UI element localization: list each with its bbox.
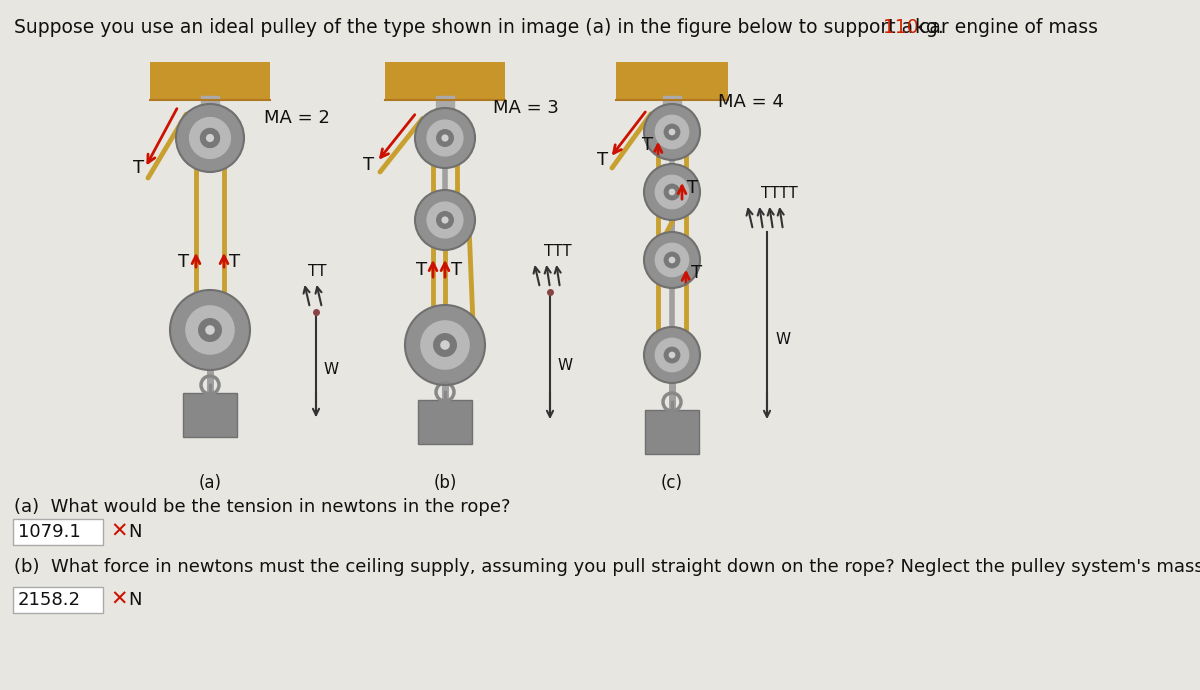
Circle shape <box>668 188 676 195</box>
Text: T: T <box>691 264 702 282</box>
Circle shape <box>664 252 680 268</box>
Text: 110: 110 <box>883 18 919 37</box>
Circle shape <box>644 327 700 383</box>
Circle shape <box>426 119 463 157</box>
Circle shape <box>655 243 689 277</box>
Circle shape <box>199 128 221 148</box>
Circle shape <box>433 333 457 357</box>
Bar <box>418 400 472 444</box>
Text: T: T <box>229 253 240 271</box>
Circle shape <box>415 108 475 168</box>
Text: MA = 4: MA = 4 <box>718 93 784 111</box>
Circle shape <box>664 184 680 200</box>
Circle shape <box>664 346 680 364</box>
Text: TTTT: TTTT <box>761 186 798 201</box>
Text: (a)  What would be the tension in newtons in the rope?: (a) What would be the tension in newtons… <box>14 498 510 516</box>
Circle shape <box>644 164 700 220</box>
Circle shape <box>206 134 214 142</box>
Circle shape <box>420 320 470 370</box>
Text: T: T <box>416 261 427 279</box>
FancyBboxPatch shape <box>13 587 103 613</box>
Bar <box>646 410 698 454</box>
Circle shape <box>436 211 454 229</box>
Text: N: N <box>128 523 142 541</box>
Circle shape <box>668 257 676 264</box>
Circle shape <box>176 104 244 172</box>
Circle shape <box>668 352 676 358</box>
Text: W: W <box>558 357 574 373</box>
Text: T: T <box>686 179 698 197</box>
Circle shape <box>655 175 689 209</box>
Text: W: W <box>775 333 790 348</box>
Text: W: W <box>324 362 340 377</box>
Text: (b): (b) <box>433 474 457 492</box>
Text: Suppose you use an ideal pulley of the type shown in image (a) in the figure bel: Suppose you use an ideal pulley of the t… <box>14 18 1104 37</box>
Text: T: T <box>642 136 653 154</box>
Circle shape <box>198 318 222 342</box>
Circle shape <box>442 217 449 224</box>
Circle shape <box>442 135 449 141</box>
Circle shape <box>655 337 689 373</box>
Bar <box>150 62 270 100</box>
Circle shape <box>205 325 215 335</box>
Bar <box>436 96 454 116</box>
Text: 1079.1: 1079.1 <box>18 523 80 541</box>
Text: (a): (a) <box>198 474 222 492</box>
Circle shape <box>644 104 700 160</box>
Circle shape <box>188 117 232 159</box>
Circle shape <box>664 124 680 140</box>
Bar <box>385 62 505 100</box>
Text: TTT: TTT <box>544 244 571 259</box>
Text: MA = 2: MA = 2 <box>264 109 330 127</box>
Text: N: N <box>128 591 142 609</box>
Text: kg.: kg. <box>910 18 943 37</box>
Text: ✕: ✕ <box>110 590 127 610</box>
Circle shape <box>644 232 700 288</box>
Text: (b)  What force in newtons must the ceiling supply, assuming you pull straight d: (b) What force in newtons must the ceili… <box>14 558 1200 576</box>
Text: (c): (c) <box>661 474 683 492</box>
Text: T: T <box>178 253 190 271</box>
Text: TT: TT <box>308 264 326 279</box>
Circle shape <box>406 305 485 385</box>
Circle shape <box>655 115 689 149</box>
Text: T: T <box>451 261 462 279</box>
FancyBboxPatch shape <box>13 519 103 545</box>
Text: MA = 3: MA = 3 <box>493 99 559 117</box>
Circle shape <box>668 128 676 135</box>
Bar <box>662 96 682 116</box>
Circle shape <box>426 201 463 239</box>
Circle shape <box>440 340 450 350</box>
Text: ✕: ✕ <box>110 522 127 542</box>
Bar <box>202 96 220 116</box>
Text: T: T <box>364 156 374 174</box>
Circle shape <box>436 129 454 147</box>
Circle shape <box>415 190 475 250</box>
Bar <box>616 62 728 100</box>
Text: 2158.2: 2158.2 <box>18 591 82 609</box>
Text: T: T <box>133 159 144 177</box>
Circle shape <box>170 290 250 370</box>
Circle shape <box>185 305 235 355</box>
Text: T: T <box>598 151 608 169</box>
Bar <box>182 393 238 437</box>
